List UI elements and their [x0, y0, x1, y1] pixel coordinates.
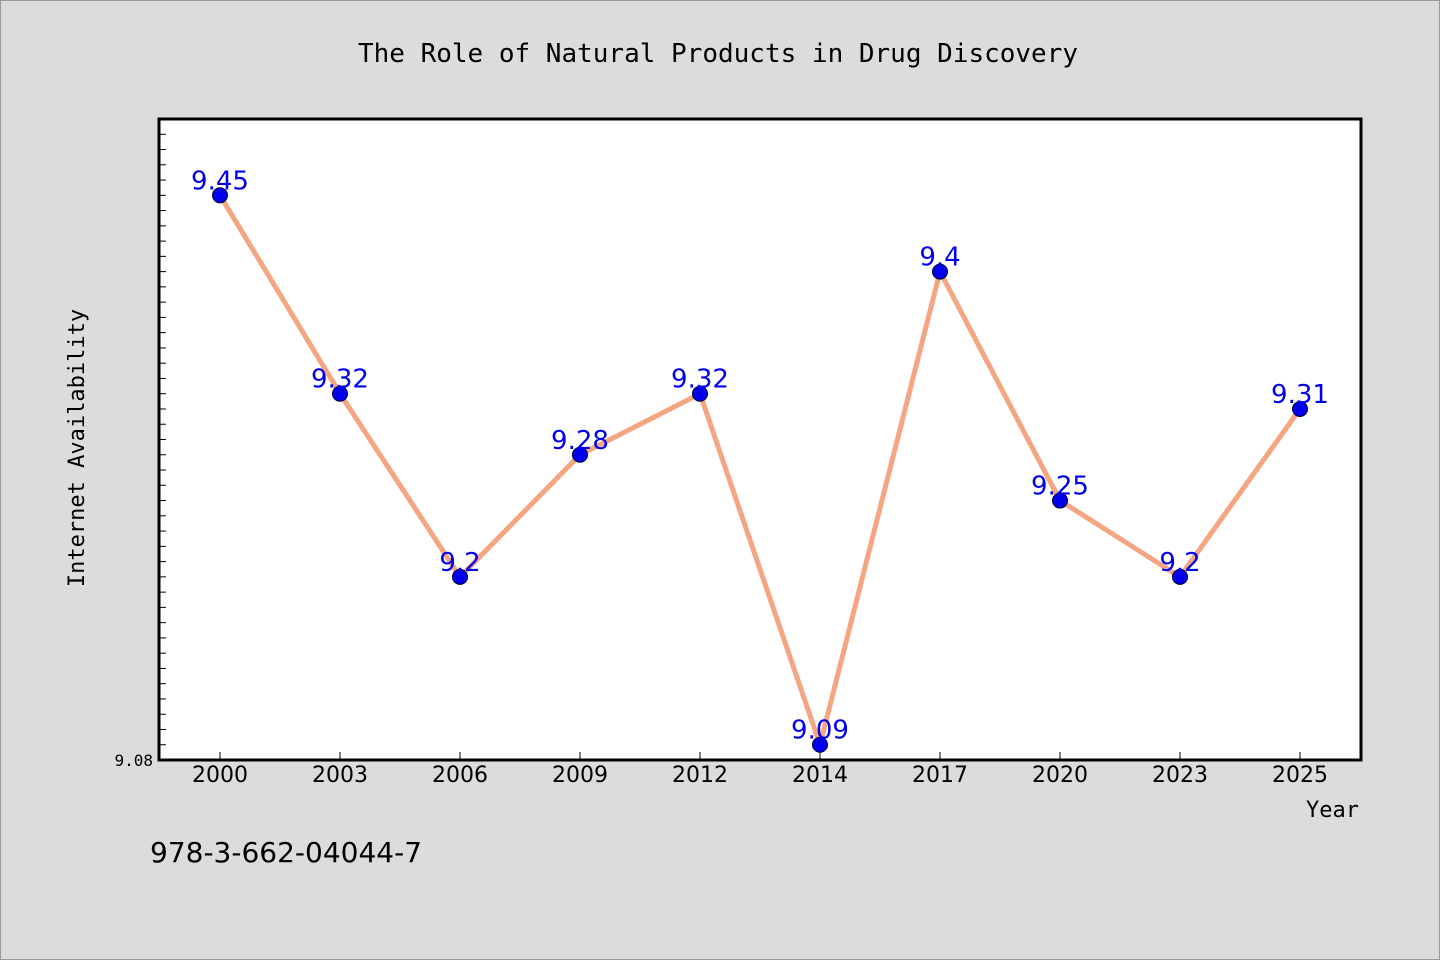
data-label: 9.2 — [439, 548, 480, 578]
data-label: 9.25 — [1031, 472, 1089, 502]
data-label: 9.32 — [671, 365, 729, 395]
data-point — [812, 736, 828, 753]
x-axis-label: Year — [1306, 798, 1359, 823]
x-axis-ticks — [219, 752, 1301, 760]
data-point — [1172, 568, 1188, 585]
x-tick-label: 2014 — [792, 763, 848, 788]
data-point — [932, 263, 948, 280]
series-markers — [212, 187, 1308, 753]
x-tick-label: 2017 — [912, 763, 968, 788]
x-tick-label: 2009 — [552, 763, 608, 788]
data-labels: 9.45 9.32 9.2 9.28 9.32 9.09 9.4 9.25 9.2 9.31 — [191, 166, 1329, 745]
chart-title: The Role of Natural Products in Drug Dis… — [358, 39, 1078, 69]
isbn-text: 978-3-662-04044-7 — [150, 836, 422, 869]
x-tick-label: 2012 — [672, 763, 728, 788]
y-tick-label: 9.08 — [114, 751, 153, 770]
x-tick-label: 2006 — [432, 763, 488, 788]
x-tick-label: 2000 — [192, 763, 248, 788]
data-point — [1292, 400, 1308, 417]
data-point — [452, 568, 468, 585]
x-axis-tick-labels: 2000 2003 2006 2009 2012 2014 2017 2020 2023 2025 — [192, 763, 1328, 788]
x-tick-label: 2023 — [1152, 763, 1208, 788]
data-label: 9.09 — [791, 716, 849, 746]
series-line — [217, 194, 1303, 748]
data-point — [572, 446, 588, 463]
data-point — [332, 385, 348, 402]
plot-area — [157, 117, 1363, 762]
data-label: 9.2 — [1159, 548, 1200, 578]
data-label: 9.32 — [311, 365, 369, 395]
data-label: 9.45 — [191, 166, 249, 196]
y-axis-label: Internet Availability — [65, 309, 90, 587]
data-point — [212, 187, 228, 204]
y-axis-tick-labels: 9.08 — [114, 751, 153, 770]
x-tick-label: 2020 — [1032, 763, 1088, 788]
y-axis-ticks — [159, 133, 166, 746]
x-tick-label: 2003 — [312, 763, 368, 788]
data-point — [692, 385, 708, 402]
data-label: 9.31 — [1271, 380, 1329, 410]
x-tick-label: 2025 — [1272, 763, 1328, 788]
data-label: 9.28 — [551, 426, 609, 456]
data-label: 9.4 — [919, 243, 960, 273]
data-point — [1052, 492, 1068, 509]
